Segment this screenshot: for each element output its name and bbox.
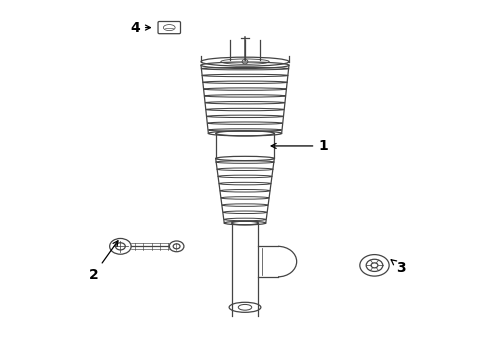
Text: 1: 1 xyxy=(271,139,328,153)
Text: 4: 4 xyxy=(130,21,150,35)
Text: 2: 2 xyxy=(89,241,118,282)
Circle shape xyxy=(242,59,248,64)
Text: 3: 3 xyxy=(391,260,406,275)
